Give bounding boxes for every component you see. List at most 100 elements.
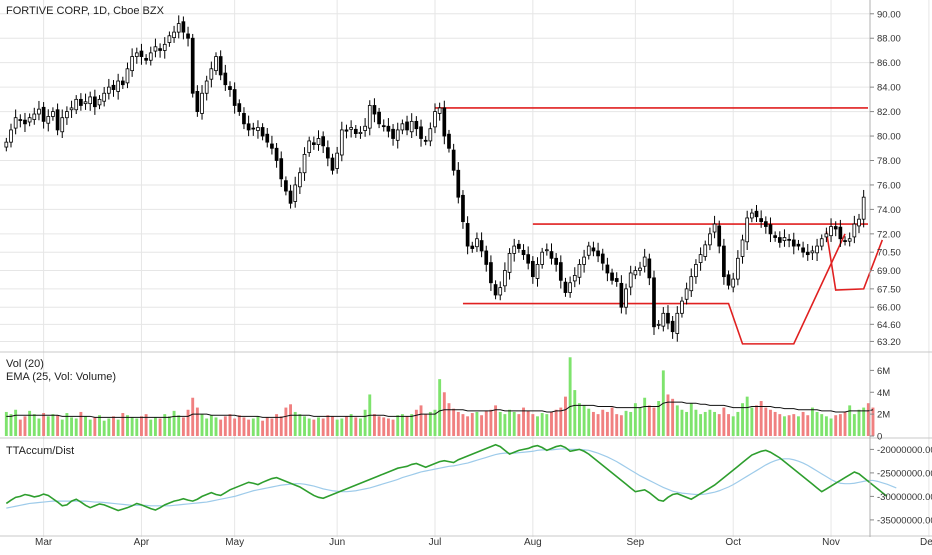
candle: [433, 103, 437, 134]
candle-body: [298, 172, 302, 188]
volume-bar: [531, 414, 535, 436]
candle-body: [698, 254, 703, 263]
volume-bar: [377, 416, 381, 436]
x-tick-label: Dec: [920, 537, 932, 548]
volume-bar: [335, 419, 339, 436]
candle-body: [675, 312, 680, 334]
candle-body: [134, 52, 139, 57]
candle-body: [391, 128, 395, 139]
candle: [526, 246, 531, 270]
volume-bar: [633, 403, 637, 436]
candle-body: [754, 210, 759, 218]
candle: [4, 137, 9, 152]
candle: [237, 99, 242, 116]
volume-bar: [396, 415, 400, 436]
candle: [37, 100, 41, 121]
candle-body: [363, 125, 367, 131]
volume-bar: [177, 415, 181, 436]
candle: [698, 247, 703, 271]
candle: [852, 215, 857, 244]
candle: [475, 232, 479, 252]
candle: [186, 26, 190, 47]
candle: [554, 253, 558, 272]
candle-body: [200, 92, 204, 114]
candle: [386, 118, 391, 138]
volume-bar: [214, 417, 218, 436]
candle-body: [638, 267, 642, 271]
candle: [153, 38, 158, 58]
volume-bar: [438, 379, 442, 436]
candle: [847, 232, 852, 247]
candle: [330, 153, 335, 175]
candle: [260, 123, 265, 141]
candle: [423, 136, 428, 146]
y-tick-label: 70.50: [877, 248, 901, 259]
candle-body: [409, 120, 414, 133]
candle-body: [531, 260, 535, 278]
volume-bar: [764, 407, 768, 436]
candle: [69, 100, 74, 118]
volume-bar: [769, 409, 772, 436]
candle-body: [41, 106, 46, 122]
candle-body: [722, 245, 726, 278]
candle-body: [777, 237, 782, 243]
candle-body: [479, 240, 484, 252]
candle-body: [4, 141, 9, 148]
candle-body: [465, 223, 470, 247]
candle: [684, 282, 689, 305]
volume-bar: [741, 403, 744, 436]
volume-bar: [93, 417, 97, 436]
candle: [102, 87, 107, 107]
vol-tick-label: 6M: [877, 366, 890, 377]
candle: [763, 216, 768, 234]
volume-bar: [354, 417, 358, 436]
candle-body: [503, 270, 507, 287]
candle-body: [787, 238, 791, 241]
volume-bar: [480, 415, 484, 436]
candle-body: [549, 251, 554, 259]
volume-bar: [130, 417, 134, 436]
y-tick-label: 67.50: [877, 284, 901, 295]
candle-body: [456, 169, 461, 198]
candle-body: [521, 249, 526, 256]
candle: [670, 316, 675, 339]
candle: [349, 120, 353, 138]
candle: [242, 107, 246, 130]
candle-body: [619, 282, 624, 308]
candle-body: [46, 116, 51, 124]
accum-dist-lines: [5, 443, 897, 512]
candle-body: [591, 247, 596, 252]
candle: [521, 244, 526, 260]
volume-bar: [32, 414, 36, 436]
candle: [768, 217, 773, 243]
candle: [661, 307, 666, 332]
volume-bar: [51, 414, 55, 436]
y-tick-label: 72.00: [877, 229, 901, 240]
vol-tick-label: 4M: [877, 388, 890, 399]
volume-bar: [848, 405, 852, 436]
y-tick-label: 80.00: [877, 132, 901, 143]
candle-body: [759, 218, 764, 223]
volume-bar: [410, 414, 414, 436]
candle: [535, 257, 540, 287]
volume-bar: [312, 419, 316, 436]
volume-bar: [65, 413, 69, 436]
candle-body: [568, 282, 572, 293]
candle-body: [708, 233, 712, 246]
candle: [857, 213, 861, 234]
candle: [74, 95, 79, 115]
candle: [120, 76, 125, 89]
candle: [190, 33, 195, 98]
volume-bar: [838, 414, 842, 436]
volume-bar: [512, 411, 516, 436]
candle-body: [88, 96, 93, 105]
x-tick-label: Mar: [35, 537, 53, 548]
volume-bar: [610, 407, 614, 436]
candle-body: [749, 212, 754, 219]
candle: [605, 257, 610, 282]
candle: [293, 176, 298, 208]
candle-body: [232, 89, 237, 106]
volume-bar: [144, 414, 148, 436]
volume-bar: [545, 414, 549, 436]
